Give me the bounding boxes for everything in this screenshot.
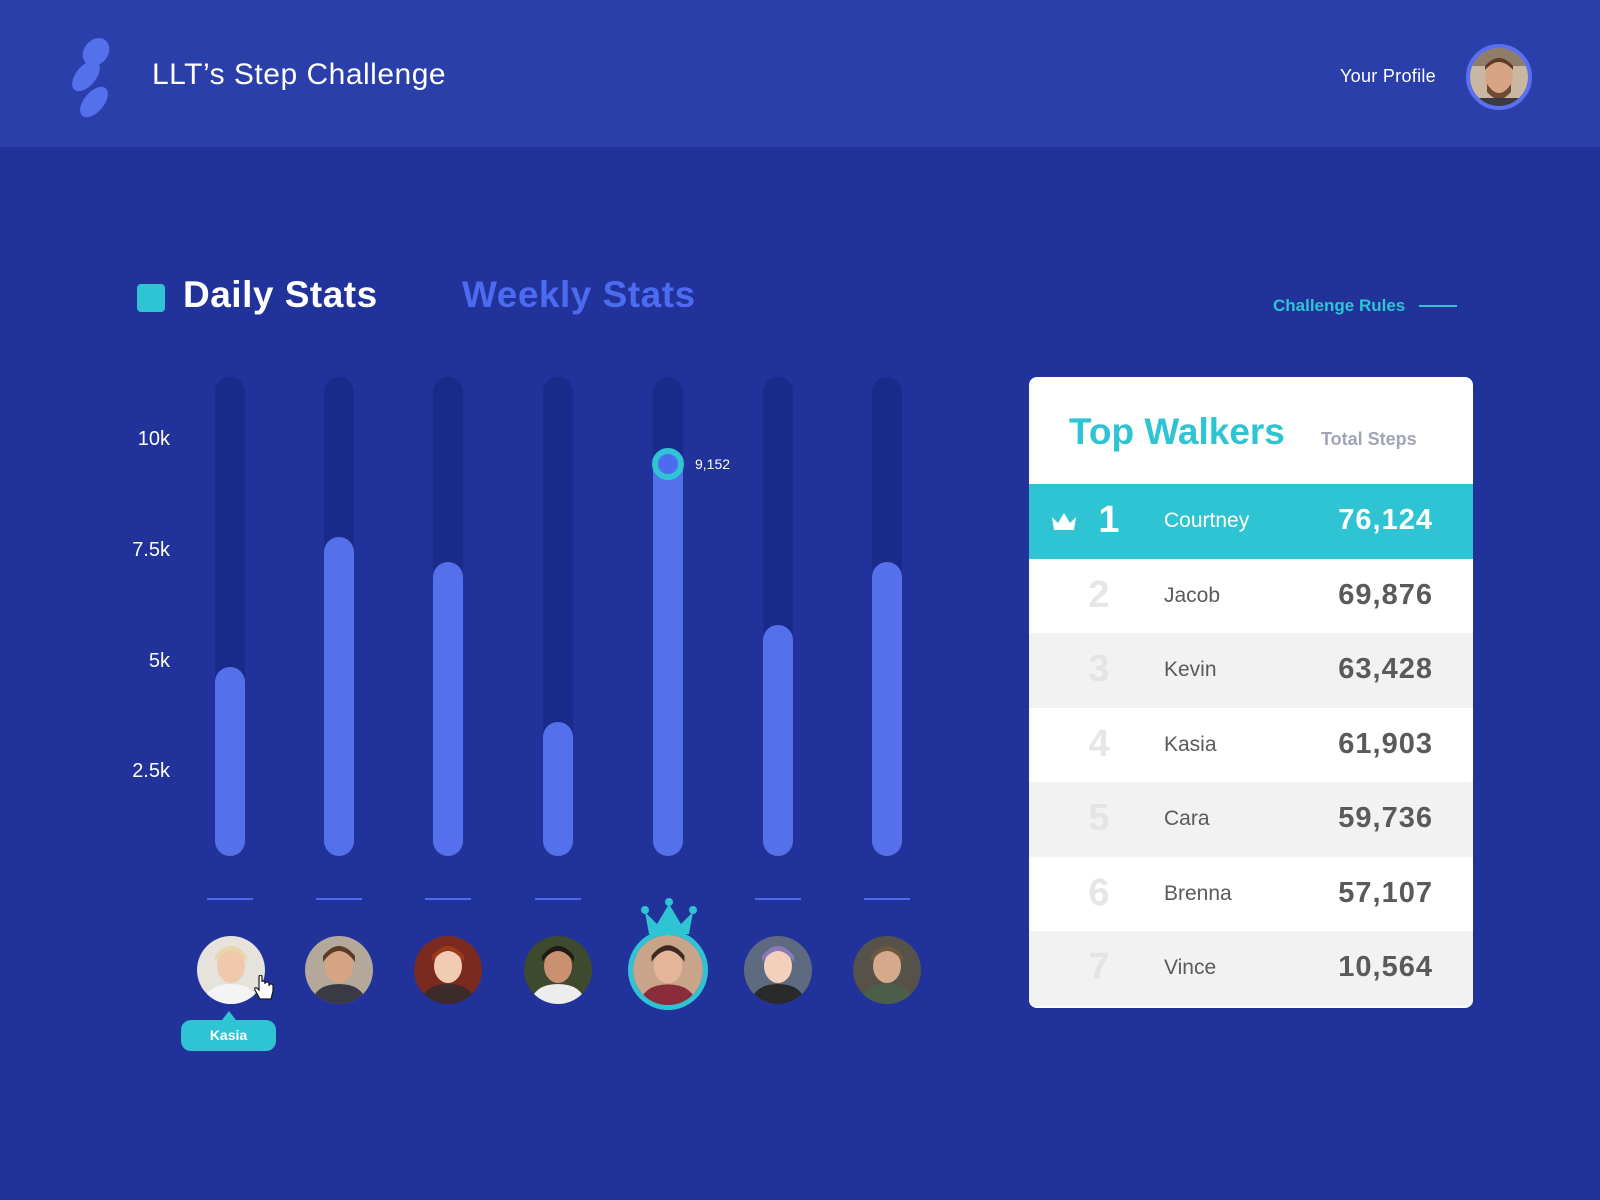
avatar-image [633, 935, 703, 1005]
walker-name: Cara [1164, 807, 1210, 830]
x-axis-dash [316, 898, 362, 900]
participant-avatar-4[interactable] [524, 936, 592, 1004]
rank-number: 1 [1098, 499, 1120, 541]
bar-day-3[interactable] [433, 561, 463, 856]
footstep-logo-icon[interactable] [62, 32, 122, 122]
participant-avatar-3[interactable] [414, 936, 482, 1004]
crown-icon [1052, 513, 1076, 530]
walker-name: Kevin [1164, 658, 1217, 681]
bar-day-2[interactable] [324, 536, 354, 856]
participant-avatar-5[interactable] [628, 930, 708, 1010]
x-axis-dash [864, 898, 910, 900]
x-axis-dash [425, 898, 471, 900]
participant-avatar-7[interactable] [853, 936, 921, 1004]
participant-avatar-1[interactable] [197, 936, 265, 1004]
rules-line-decoration [1419, 305, 1458, 307]
avatar-image [524, 936, 592, 1004]
leaderboard-list: 1 Courtney 76,124 2 Jacob 69,876 3 Kevin 63,428 4… [1029, 484, 1473, 1006]
peak-value-label: 9,152 [695, 456, 731, 473]
walker-total-steps: 57,107 [1338, 876, 1433, 909]
tab-weekly-stats[interactable]: Weekly Stats [462, 274, 696, 315]
challenge-rules-link[interactable]: Challenge Rules [1273, 296, 1458, 316]
y-tick-label: 7.5k [132, 539, 170, 561]
participant-avatar-6[interactable] [744, 936, 812, 1004]
walker-total-steps: 59,736 [1338, 802, 1433, 834]
avatar-image [414, 936, 482, 1004]
rank-number: 2 [1088, 573, 1110, 616]
leaderboard-row[interactable]: 1 Courtney 76,124 [1029, 484, 1473, 559]
leaderboard-row[interactable]: 4 Kasia 61,903 [1029, 708, 1473, 783]
rank-number: 4 [1088, 722, 1110, 765]
leaderboard-row[interactable]: 3 Kevin 63,428 [1029, 633, 1473, 708]
leaderboard-row[interactable]: 6 Brenna 57,107 [1029, 857, 1473, 932]
walker-name: Courtney [1164, 509, 1250, 532]
avatar-image [197, 936, 265, 1004]
leaderboard-row[interactable]: 7 Vince 10,564 [1029, 931, 1473, 1006]
walker-total-steps: 10,564 [1338, 951, 1433, 983]
avatar-image [853, 936, 921, 1004]
y-tick-label: 10k [137, 428, 170, 450]
walker-total-steps: 69,876 [1338, 578, 1433, 611]
bar-day-5[interactable] [653, 450, 683, 856]
leaderboard-title: Top Walkers [1069, 411, 1285, 452]
app-header: LLT’s Step Challenge Your Profile [0, 0, 1600, 147]
x-axis-dash [755, 898, 801, 900]
walker-total-steps: 76,124 [1338, 504, 1433, 536]
app-title: LLT’s Step Challenge [152, 58, 447, 91]
y-tick-label: 2.5k [132, 760, 170, 782]
bar-day-7[interactable] [872, 561, 902, 856]
walker-total-steps: 63,428 [1338, 653, 1433, 685]
walker-name: Brenna [1164, 881, 1232, 905]
crown-icon [641, 898, 697, 934]
walker-name: Vince [1164, 956, 1217, 979]
tab-daily-stats[interactable]: Daily Stats [183, 274, 378, 315]
walker-name: Jacob [1164, 583, 1221, 607]
walker-total-steps: 61,903 [1338, 727, 1433, 760]
peak-marker[interactable] [652, 448, 684, 481]
x-axis-dash [535, 898, 581, 900]
y-tick-label: 5k [148, 650, 170, 672]
active-tab-marker [137, 284, 165, 312]
rank-number: 5 [1088, 797, 1110, 839]
top-walkers-panel: Top Walkers Total Steps 1 Courtney 76,124 2… [1029, 377, 1473, 1008]
avatar-image [305, 936, 373, 1004]
leaderboard-subtitle: Total Steps [1321, 429, 1417, 449]
bar-day-4[interactable] [543, 722, 573, 856]
participant-avatar-2[interactable] [305, 936, 373, 1004]
challenge-rules-label: Challenge Rules [1273, 296, 1406, 315]
rank-number: 3 [1088, 648, 1110, 690]
leaderboard-row[interactable]: 2 Jacob 69,876 [1029, 559, 1473, 634]
x-axis-dash [207, 898, 253, 900]
your-profile-link[interactable]: Your Profile [1340, 66, 1436, 86]
avatar-image [744, 936, 812, 1004]
bar-day-1[interactable] [215, 666, 245, 856]
walker-name: Kasia [1164, 732, 1217, 756]
bar-day-6[interactable] [763, 624, 793, 856]
leaderboard-row[interactable]: 5 Cara 59,736 [1029, 782, 1473, 857]
hover-tooltip: Kasia [181, 1020, 276, 1051]
profile-avatar[interactable] [1466, 44, 1532, 110]
hand-pointer-icon [254, 975, 274, 1000]
person-2-avatar-image [1470, 48, 1528, 106]
rank-number: 6 [1088, 871, 1110, 914]
rank-number: 7 [1088, 946, 1110, 988]
daily-steps-chart: 10k 7.5k 5k 2.5k 9,152 [132, 377, 910, 900]
tooltip-pointer [222, 1011, 236, 1020]
